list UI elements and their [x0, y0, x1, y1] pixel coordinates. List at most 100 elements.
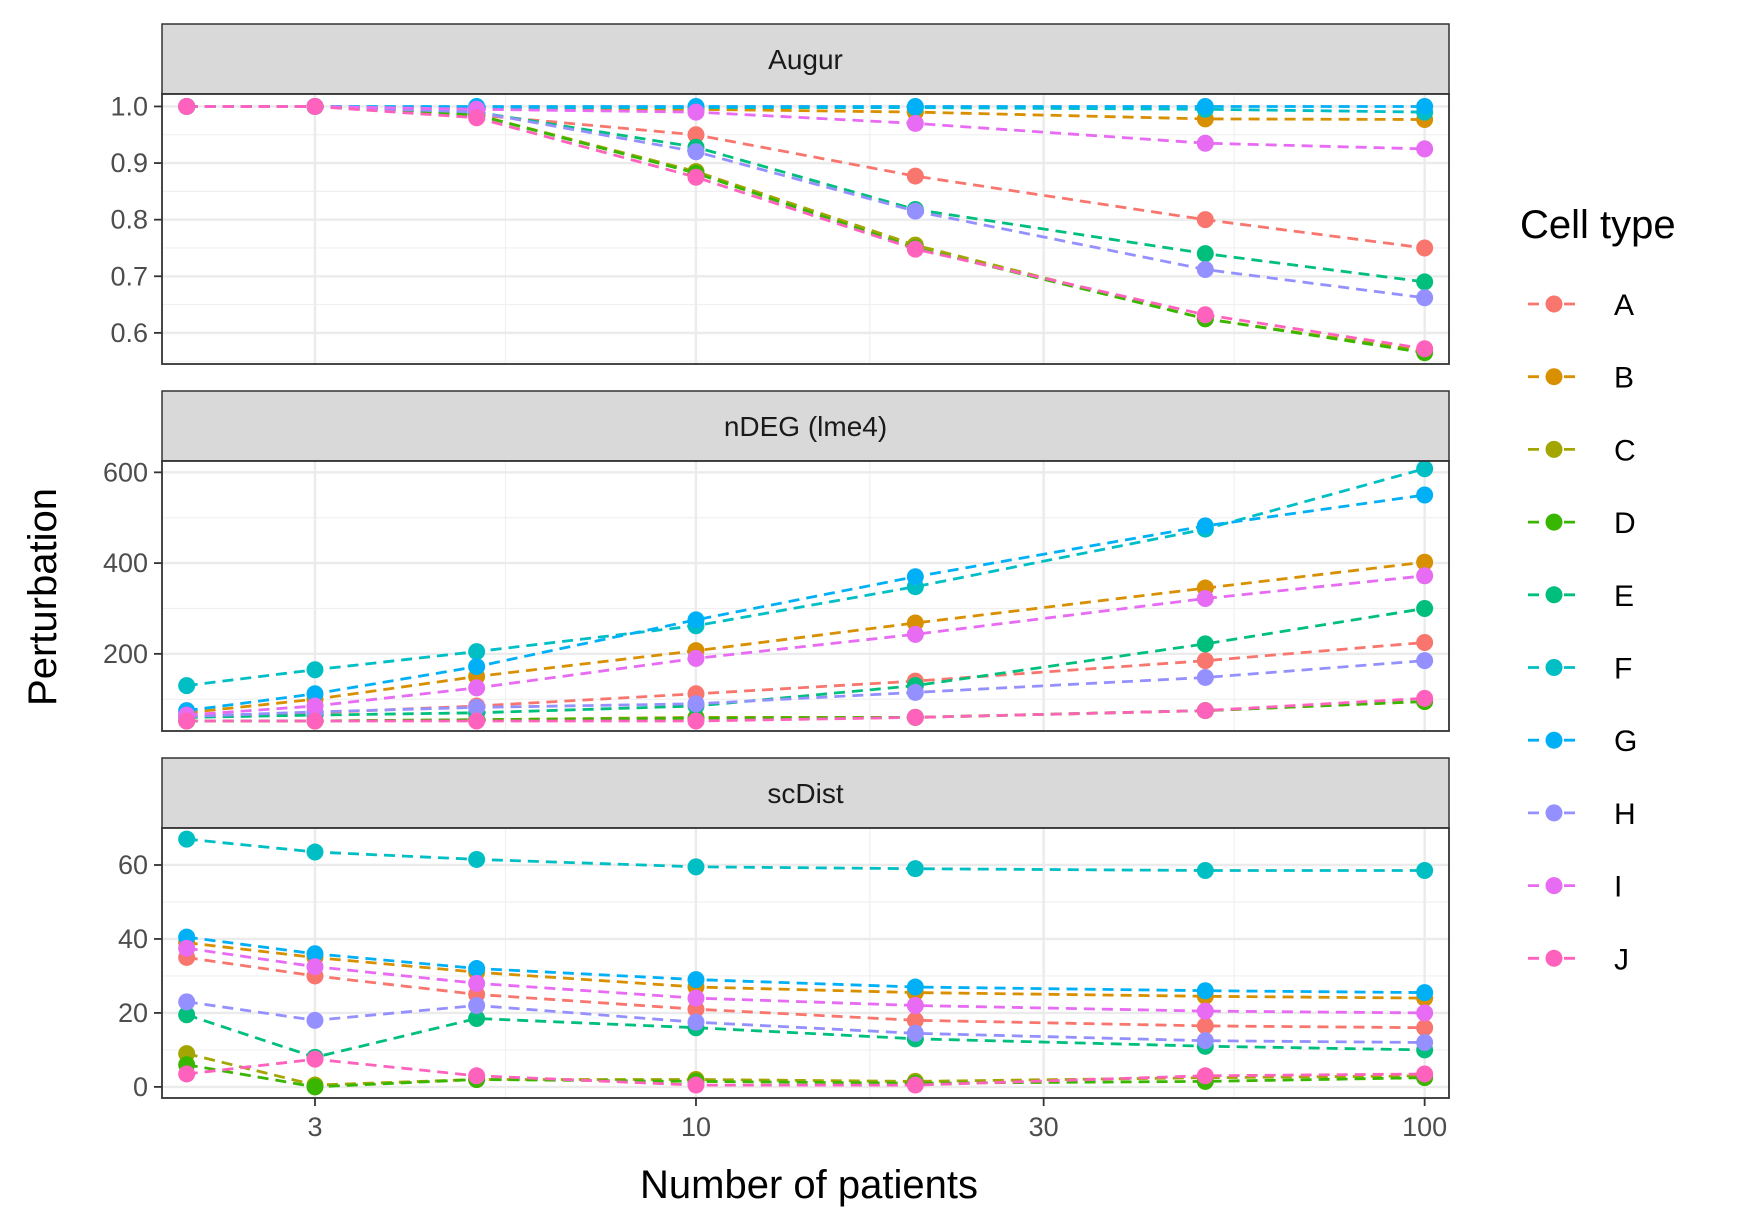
data-point-H — [687, 143, 705, 161]
x-axis: 3 10 30 100 — [307, 1098, 1447, 1142]
data-point-F — [468, 643, 486, 661]
data-point-D — [306, 1078, 324, 1096]
data-point-A — [906, 167, 924, 185]
y-tick-label: 1.0 — [110, 91, 148, 121]
data-point-G — [306, 945, 324, 963]
data-point-J — [1196, 1067, 1214, 1085]
data-point-H — [1416, 652, 1434, 670]
y-tick-label: 0.6 — [110, 318, 148, 348]
data-point-I — [906, 114, 924, 132]
data-point-H — [906, 683, 924, 701]
data-point-H — [178, 993, 196, 1011]
data-point-G — [906, 568, 924, 586]
legend-key-point — [1545, 877, 1563, 895]
panel-border — [161, 93, 1450, 365]
data-point-E — [1416, 273, 1434, 291]
data-point-G — [1196, 517, 1214, 535]
data-point-J — [687, 168, 705, 186]
legend-item-C: C — [1528, 434, 1636, 467]
data-point-I — [1416, 567, 1434, 585]
data-point-A — [1196, 652, 1214, 670]
panel-2: scDist 0 20 40 60 — [118, 757, 1450, 1102]
data-point-G — [906, 978, 924, 996]
panel-strip — [161, 23, 1450, 95]
data-point-F — [468, 850, 486, 868]
legend-key-point — [1545, 368, 1563, 386]
data-point-J — [906, 1076, 924, 1094]
data-point-G — [1196, 97, 1214, 115]
panel-strip-title: Augur — [768, 44, 843, 75]
data-point-I — [306, 958, 324, 976]
data-point-H — [1196, 260, 1214, 278]
data-point-J — [306, 712, 324, 730]
data-point-J — [906, 708, 924, 726]
data-point-F — [1416, 460, 1434, 478]
data-point-I — [1416, 140, 1434, 158]
panel-1: nDEG (lme4) 200 400 600 — [103, 390, 1450, 732]
data-point-J — [468, 712, 486, 730]
panel-border — [161, 460, 1450, 732]
data-point-I — [1416, 1004, 1434, 1022]
data-point-H — [468, 997, 486, 1015]
data-point-I — [687, 989, 705, 1007]
legend-item-B: B — [1528, 362, 1634, 395]
data-point-G — [468, 960, 486, 978]
data-point-I — [1196, 134, 1214, 152]
legend-key-point — [1545, 659, 1563, 676]
y-tick-label: 600 — [103, 457, 148, 487]
panel-strip-title: nDEG (lme4) — [724, 411, 887, 442]
data-point-H — [906, 1024, 924, 1042]
data-point-I — [687, 103, 705, 121]
data-point-A — [906, 1011, 924, 1029]
data-point-E — [468, 1009, 486, 1027]
data-point-F — [306, 843, 324, 861]
data-point-H — [1196, 668, 1214, 686]
data-point-J — [306, 97, 324, 115]
legend-item-J: J — [1528, 943, 1629, 976]
legend-label: B — [1614, 362, 1634, 395]
panel-0: Augur 0.6 0.7 0.8 0.9 1.0 — [110, 23, 1450, 365]
data-point-H — [1416, 289, 1434, 307]
data-point-J — [906, 240, 924, 258]
data-point-A — [1196, 1017, 1214, 1035]
legend-key-point — [1545, 586, 1563, 604]
data-point-A — [1196, 211, 1214, 229]
legend-item-H: H — [1528, 798, 1636, 831]
data-point-F — [178, 830, 196, 848]
data-point-A — [1416, 239, 1434, 257]
y-tick-label: 200 — [103, 639, 148, 669]
data-point-I — [468, 679, 486, 697]
data-point-J — [306, 1050, 324, 1068]
y-tick-label: 0 — [133, 1072, 148, 1102]
data-point-G — [468, 658, 486, 676]
data-point-G — [687, 611, 705, 629]
data-point-F — [906, 860, 924, 878]
data-point-A — [1416, 634, 1434, 652]
panel-strip — [161, 390, 1450, 462]
data-point-J — [468, 1067, 486, 1085]
legend-key-point — [1545, 949, 1563, 967]
panel-background — [162, 461, 1449, 731]
legend-key-point — [1545, 804, 1563, 822]
y-axis-title: Perturbation — [21, 488, 65, 706]
data-point-J — [1196, 702, 1214, 720]
panel-strip-title: scDist — [767, 778, 843, 809]
data-point-H — [687, 1013, 705, 1031]
y-tick-label: 0.9 — [110, 148, 148, 178]
legend-item-A: A — [1528, 289, 1634, 322]
legend-label: A — [1614, 289, 1634, 322]
data-point-G — [1416, 97, 1434, 115]
data-point-J — [468, 109, 486, 127]
legend-label: J — [1614, 943, 1629, 976]
legend-item-F: F — [1528, 653, 1632, 686]
data-point-J — [687, 712, 705, 730]
data-point-H — [687, 695, 705, 713]
x-tick-label: 30 — [1029, 1112, 1059, 1142]
y-tick-label: 0.7 — [110, 261, 148, 291]
data-point-I — [906, 625, 924, 643]
data-point-F — [687, 858, 705, 876]
data-point-J — [1196, 306, 1214, 324]
data-point-J — [178, 1065, 196, 1083]
legend-label: E — [1614, 580, 1634, 613]
